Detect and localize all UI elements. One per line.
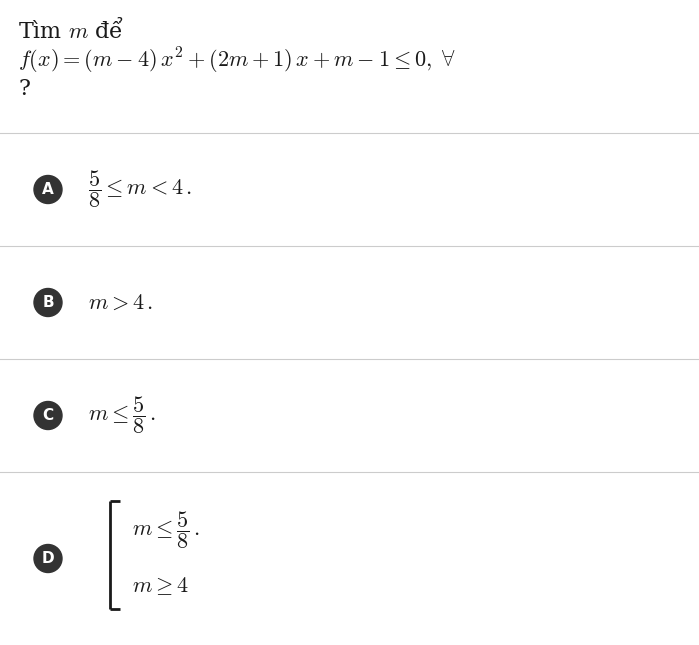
Text: $m \geq 4$: $m \geq 4$: [132, 575, 189, 597]
Text: $m \leq \dfrac{5}{8}\,.$: $m \leq \dfrac{5}{8}\,.$: [88, 395, 156, 437]
Text: C: C: [43, 408, 54, 423]
Text: $f(x) = (m-4)\,x^2 + (2m+1)\,x + m - 1 \leq 0,\ \forall$: $f(x) = (m-4)\,x^2 + (2m+1)\,x + m - 1 \…: [18, 46, 456, 76]
Text: ?: ?: [18, 78, 30, 100]
Circle shape: [34, 175, 62, 204]
Text: Tìm $m$ để: Tìm $m$ để: [18, 18, 124, 43]
Text: A: A: [42, 182, 54, 197]
Text: $m > 4\,.$: $m > 4\,.$: [88, 292, 153, 313]
Circle shape: [34, 401, 62, 430]
Circle shape: [34, 288, 62, 317]
Circle shape: [34, 544, 62, 573]
Text: $m \leq \dfrac{5}{8}\,.$: $m \leq \dfrac{5}{8}\,.$: [132, 510, 200, 551]
Text: D: D: [42, 551, 55, 566]
Text: $\dfrac{5}{8} \leq m < 4\,.$: $\dfrac{5}{8} \leq m < 4\,.$: [88, 168, 192, 210]
Text: B: B: [42, 295, 54, 310]
